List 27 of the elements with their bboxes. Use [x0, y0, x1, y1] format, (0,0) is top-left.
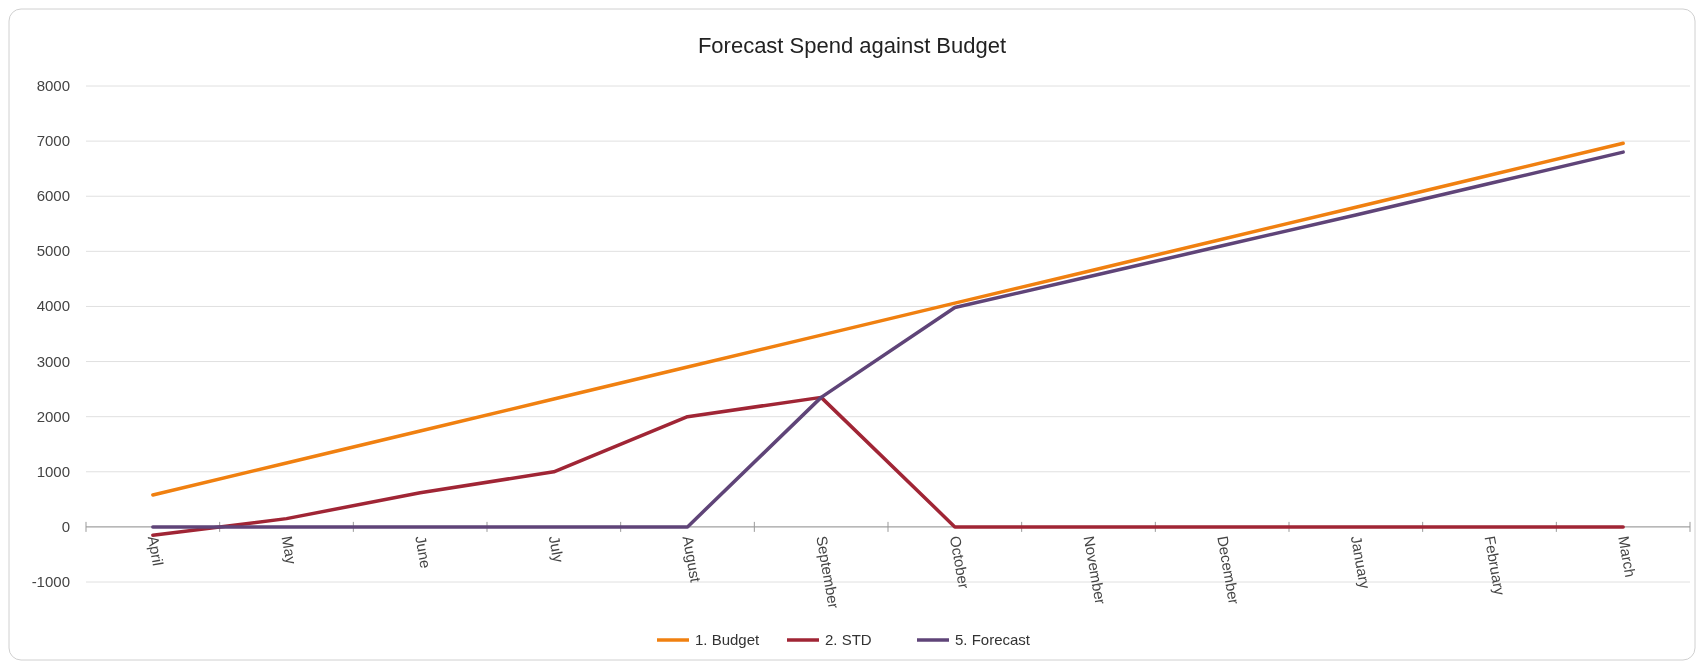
line-series	[151, 395, 1625, 537]
x-tick-label: December	[1214, 534, 1243, 606]
y-tick-label: 3000	[36, 352, 70, 370]
x-tick-label: April	[144, 534, 167, 567]
y-tick-label: -1000	[31, 573, 70, 590]
x-tick-label: March	[1615, 534, 1640, 579]
y-tick-label: 6000	[36, 187, 70, 205]
x-tick-label: February	[1481, 534, 1509, 598]
x-tick-label: August	[679, 534, 705, 585]
x-tick-label: January	[1347, 534, 1374, 591]
legend-label: 5. Forecast	[955, 631, 1031, 648]
x-tick-label: June	[412, 534, 435, 570]
legend-label: 1. Budget	[695, 631, 761, 648]
x-tick-label: September	[813, 534, 843, 610]
chart-title: Forecast Spend against Budget	[697, 33, 1007, 58]
x-tick-label: July	[545, 534, 568, 565]
x-tick-label: October	[946, 534, 973, 590]
y-tick-label: 0	[61, 517, 70, 535]
y-tick-label: 7000	[36, 132, 70, 150]
x-tick-label: May	[278, 534, 301, 566]
y-tick-label: 4000	[36, 297, 70, 315]
y-tick-label: 2000	[36, 407, 70, 425]
y-tick-label: 8000	[36, 77, 70, 94]
x-tick-label: November	[1080, 534, 1110, 606]
y-tick-label: 5000	[36, 242, 70, 260]
legend-label: 2. STD	[825, 631, 872, 648]
y-tick-label: 1000	[36, 462, 70, 480]
